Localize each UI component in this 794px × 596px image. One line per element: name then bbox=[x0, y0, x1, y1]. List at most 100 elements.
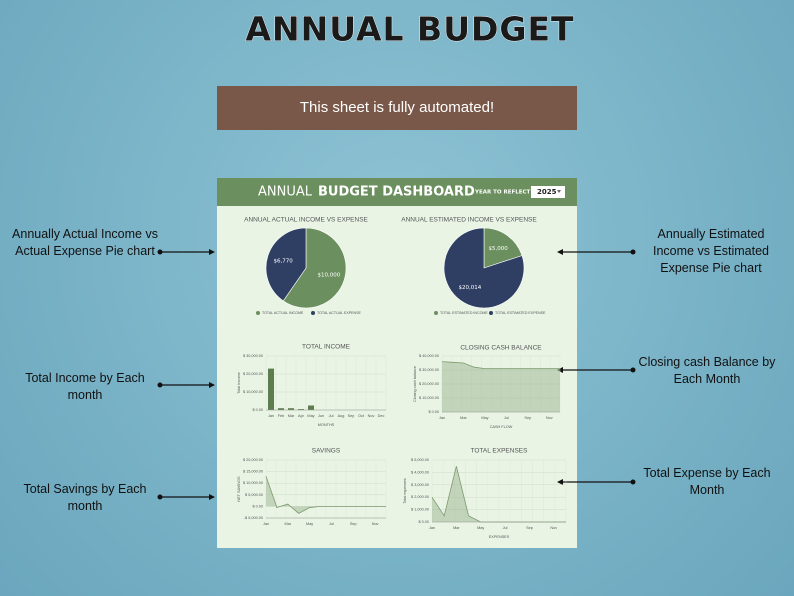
year-label: YEAR TO REFLECT ➤ bbox=[474, 190, 537, 196]
callout: Total Income by Each month bbox=[25, 371, 145, 402]
y-tick-label: $ 0.00 bbox=[252, 504, 263, 508]
bar bbox=[308, 405, 314, 410]
y-tick-label: $ 4,000.00 bbox=[411, 470, 429, 474]
y-tick-label: $ 20,000.00 bbox=[243, 372, 263, 376]
year-select[interactable] bbox=[531, 186, 565, 198]
x-tick-label: May bbox=[477, 526, 484, 530]
x-tick-label: Jan bbox=[429, 526, 435, 530]
dash-title-bold: BUDGET DASHBOARD bbox=[318, 185, 475, 200]
y-tick-label: $ 5,000.00 bbox=[245, 493, 263, 497]
pie-slice bbox=[443, 227, 525, 309]
y-tick-label: $ 10,000.00 bbox=[419, 396, 439, 400]
y-tick-label: $ 0.00 bbox=[252, 408, 263, 412]
arrow-dot bbox=[630, 479, 636, 485]
arrow-head bbox=[557, 479, 563, 485]
legend-label: TOTAL ACTUAL EXPENSE bbox=[317, 311, 362, 315]
legend-dot bbox=[311, 311, 315, 315]
x-tick-label: Oct bbox=[358, 414, 365, 418]
arrow-head bbox=[557, 249, 563, 255]
bar bbox=[268, 368, 274, 410]
banner-box bbox=[217, 86, 577, 130]
x-tick-label: May bbox=[306, 522, 313, 526]
y-tick-label: $ 1,000.00 bbox=[411, 508, 429, 512]
x-tick-label: Nov bbox=[550, 526, 557, 530]
x-tick-label: Dec bbox=[378, 414, 385, 418]
y-axis-label: Total Income bbox=[237, 372, 241, 394]
x-tick-label: Sep bbox=[350, 522, 357, 526]
arrow-dot bbox=[157, 249, 163, 255]
legend-label: TOTAL ACTUAL INCOME bbox=[262, 311, 304, 315]
arrow-head bbox=[209, 494, 215, 500]
slice-label: $5,000 bbox=[488, 246, 508, 252]
x-tick-label: Sep bbox=[524, 416, 531, 420]
chart-title: TOTAL INCOME bbox=[302, 344, 351, 351]
y-tick-label: $ 10,000.00 bbox=[243, 481, 263, 485]
dashboard-header bbox=[217, 178, 577, 206]
pie-slice bbox=[282, 227, 347, 309]
x-tick-label: Sep bbox=[526, 526, 533, 530]
dashboard bbox=[217, 178, 577, 548]
x-axis-label: EXPENSES bbox=[489, 535, 510, 539]
x-tick-label: Nov bbox=[368, 414, 375, 418]
area-fill bbox=[442, 361, 560, 412]
y-tick-label: $ 2,000.00 bbox=[411, 495, 429, 499]
x-tick-label: Aug bbox=[338, 414, 345, 418]
chart-title: ANNUAL ACTUAL INCOME VS EXPENSE bbox=[244, 217, 368, 224]
chart-title: SAVINGS bbox=[312, 448, 341, 455]
y-tick-label: $ 40,000.00 bbox=[419, 354, 439, 358]
x-tick-label: Mar bbox=[453, 526, 460, 530]
x-tick-label: Jan bbox=[439, 416, 445, 420]
slice-label: $20,014 bbox=[459, 285, 482, 291]
y-tick-label: $ 30,000.00 bbox=[243, 354, 263, 358]
chart-title: ANNUAL ESTIMATED INCOME VS EXPENSE bbox=[401, 217, 537, 224]
x-tick-label: Feb bbox=[278, 414, 285, 418]
x-tick-label: Apr bbox=[298, 414, 305, 418]
y-tick-label: $ 0.00 bbox=[428, 410, 439, 414]
x-tick-label: Jan bbox=[268, 414, 274, 418]
x-tick-label: Sep bbox=[348, 414, 355, 418]
x-axis-label: MONTHS bbox=[318, 423, 335, 427]
callout: Total Expense by Each Month bbox=[643, 466, 771, 497]
x-tick-label: May bbox=[481, 416, 488, 420]
y-axis-label: NET SAVINGS bbox=[237, 476, 241, 502]
y-tick-label: $ 3,000.00 bbox=[411, 483, 429, 487]
y-tick-label: $ 20,000.00 bbox=[243, 458, 263, 462]
callout: Annually Estimated Income vs Estimated E… bbox=[652, 227, 769, 275]
callout: Annually Actual Income vs Actual Expense… bbox=[12, 227, 158, 258]
year-value[interactable]: 2025 bbox=[537, 188, 557, 196]
dropdown-arrow bbox=[557, 190, 561, 193]
legend-dot bbox=[489, 311, 493, 315]
callout: Total Savings by Each month bbox=[23, 482, 147, 513]
slice-label: $10,000 bbox=[318, 273, 341, 279]
callout: Closing cash Balance by Each Month bbox=[638, 355, 776, 386]
x-axis-label: CASH FLOW bbox=[490, 425, 513, 429]
page-title: ANNUAL BUDGET bbox=[245, 10, 574, 49]
x-tick-label: Mar bbox=[285, 522, 292, 526]
legend-dot bbox=[256, 311, 260, 315]
area-line bbox=[265, 476, 386, 514]
legend-label: TOTAL ESTIMATED EXPENSE bbox=[495, 311, 546, 315]
bar bbox=[288, 408, 294, 410]
x-tick-label: Mar bbox=[288, 414, 295, 418]
x-tick-label: Jul bbox=[329, 522, 334, 526]
banner-text: This sheet is fully automated! bbox=[300, 99, 494, 116]
arrow-dot bbox=[630, 249, 636, 255]
dash-title-light: ANNUAL bbox=[258, 185, 313, 200]
legend-label: TOTAL ESTIMATED INCOME bbox=[440, 311, 488, 315]
y-tick-label: $ 0.00 bbox=[418, 520, 429, 524]
x-tick-label: Jul bbox=[329, 414, 334, 418]
x-tick-label: Jul bbox=[503, 526, 508, 530]
x-tick-label: Jun bbox=[318, 414, 324, 418]
pie-slice bbox=[483, 227, 523, 269]
x-tick-label: Jan bbox=[263, 522, 269, 526]
x-tick-label: Jul bbox=[504, 416, 509, 420]
x-tick-label: Mar bbox=[460, 416, 467, 420]
bar bbox=[278, 408, 284, 410]
area-line bbox=[441, 361, 560, 369]
x-tick-label: Nov bbox=[372, 522, 379, 526]
arrow-dot bbox=[157, 494, 163, 500]
x-tick-label: Nov bbox=[546, 416, 553, 420]
y-tick-label: $ 15,000.00 bbox=[243, 470, 263, 474]
arrow-head bbox=[209, 249, 215, 255]
